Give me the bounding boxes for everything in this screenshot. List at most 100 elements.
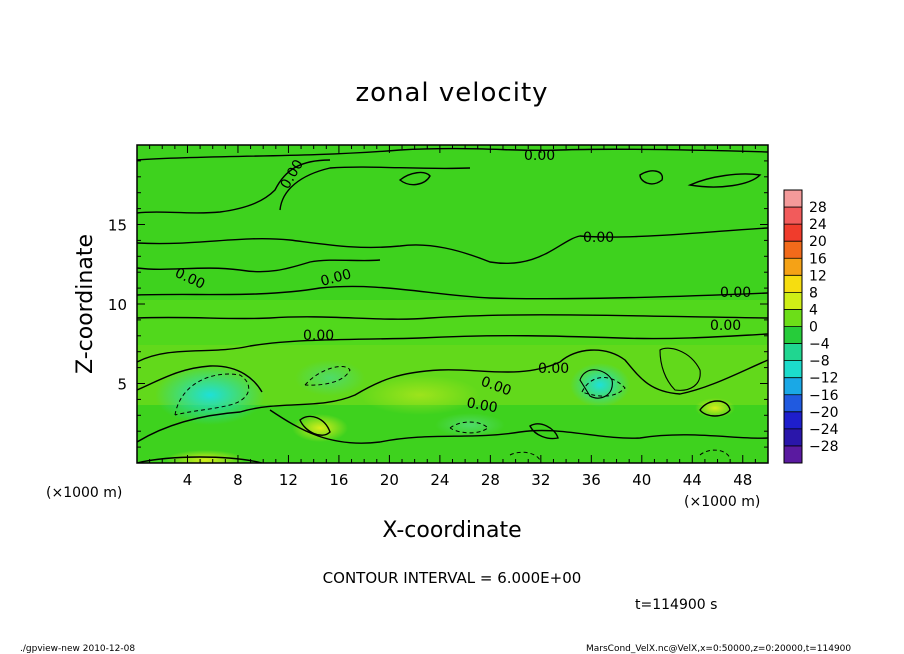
colorbar-swatch bbox=[784, 360, 802, 378]
warm-region bbox=[165, 450, 245, 463]
contour-line bbox=[687, 173, 762, 188]
chart-title: zonal velocity bbox=[355, 78, 549, 108]
colorbar-tick-label: 8 bbox=[809, 285, 818, 301]
colorbar-tick-label: 0 bbox=[809, 320, 818, 336]
cold-region bbox=[155, 365, 265, 425]
colorbar-swatch bbox=[784, 343, 802, 361]
negative-contour bbox=[699, 449, 731, 459]
contour-line bbox=[659, 347, 701, 391]
contour-label: 0.00 bbox=[710, 318, 741, 334]
contour-line bbox=[699, 400, 731, 417]
colorbar-swatch bbox=[784, 326, 802, 344]
x-tick-label: 16 bbox=[329, 471, 348, 489]
contour-line bbox=[579, 369, 613, 399]
colorbar-tick-label: −8 bbox=[809, 354, 830, 370]
warm-region bbox=[360, 375, 480, 415]
contour-label: 0.00 bbox=[465, 395, 498, 416]
colorbar-tick-label: −12 bbox=[809, 371, 839, 387]
colorbar-swatch bbox=[784, 241, 802, 259]
colorbar-tick-label: 28 bbox=[809, 200, 827, 216]
cold-region bbox=[570, 363, 630, 407]
y-tick-label: 15 bbox=[108, 217, 127, 235]
colorbar-tick-label: 20 bbox=[809, 234, 827, 250]
negative-contours bbox=[174, 366, 731, 461]
cold-region bbox=[435, 413, 505, 437]
x-tick-label: 4 bbox=[183, 471, 193, 489]
contour-line bbox=[137, 314, 768, 320]
contour-label: 0.00 bbox=[583, 230, 614, 246]
contour-line bbox=[137, 361, 561, 443]
contour-line bbox=[137, 147, 768, 161]
colorbar-swatch bbox=[784, 377, 802, 396]
cold-region bbox=[295, 360, 365, 396]
x-tick-label: 32 bbox=[531, 471, 550, 489]
colorbar-tick-label: 16 bbox=[809, 251, 827, 267]
contour-line bbox=[137, 227, 768, 264]
colorbar-swatch bbox=[784, 292, 802, 310]
colorbar-swatch bbox=[784, 190, 802, 208]
contour-line bbox=[299, 415, 331, 436]
x-tick-label: 44 bbox=[683, 471, 702, 489]
contour-labels: 0.000.000.00 0.000.000.000.000.000.000.00… bbox=[172, 148, 751, 416]
negative-contour bbox=[509, 451, 541, 461]
y-tick-label: 5 bbox=[117, 376, 127, 394]
time-label: t=114900 s bbox=[635, 597, 717, 613]
contour-interval-text: CONTOUR INTERVAL = 6.000E+00 bbox=[323, 569, 582, 587]
colorbar-swatch bbox=[784, 411, 802, 430]
contour-line bbox=[137, 159, 331, 214]
x-axis-label: X-coordinate bbox=[382, 518, 521, 543]
colorbar-tick-label: 12 bbox=[809, 268, 827, 284]
contour-lines bbox=[137, 147, 768, 463]
colorbar-tick-label: 24 bbox=[809, 217, 827, 233]
contour-line bbox=[137, 285, 768, 300]
y-axis-unit: (×1000 m) bbox=[46, 485, 122, 501]
colorbar-swatch bbox=[784, 445, 802, 464]
colorbar-tick-label: −20 bbox=[809, 405, 839, 421]
negative-contour bbox=[174, 373, 250, 416]
colorbar-tick-label: −24 bbox=[809, 422, 839, 438]
contour-line bbox=[279, 166, 471, 211]
footer-left: ./gpview-new 2010-12-08 bbox=[20, 644, 135, 654]
y-axis-label: Z-coordinate bbox=[73, 234, 98, 374]
colorbar-swatch bbox=[784, 207, 802, 225]
contour-line bbox=[529, 423, 559, 440]
y-tick-label: 10 bbox=[108, 296, 127, 314]
x-tick-label: 20 bbox=[380, 471, 399, 489]
contour-line bbox=[559, 349, 768, 395]
x-tick-label: 40 bbox=[632, 471, 651, 489]
contour-line bbox=[639, 170, 664, 185]
contour-line bbox=[137, 333, 768, 363]
contour-label: 0.00 bbox=[303, 328, 334, 344]
x-tick-label: 28 bbox=[481, 471, 500, 489]
colorbar-tick-label: 4 bbox=[809, 302, 818, 318]
warm-region bbox=[292, 414, 348, 442]
y-axis-ticks: 5 10 15 bbox=[108, 144, 768, 464]
colorbar-swatch bbox=[784, 258, 802, 276]
colorbar-swatch bbox=[784, 309, 802, 327]
contour-label: 0.00 bbox=[720, 285, 751, 301]
contour-line bbox=[398, 171, 431, 186]
footer-right: MarsCond_VelX.nc@VelX,x=0:50000,z=0:2000… bbox=[586, 644, 851, 654]
x-tick-label: 12 bbox=[279, 471, 298, 489]
x-tick-label: 36 bbox=[582, 471, 601, 489]
contour-label: 0.00 bbox=[319, 266, 353, 290]
negative-contour bbox=[581, 377, 626, 397]
contour-line bbox=[137, 259, 381, 273]
x-tick-label: 8 bbox=[233, 471, 243, 489]
colorbar-swatch bbox=[784, 394, 802, 413]
contour-label: 0.00 bbox=[524, 148, 555, 164]
colorbar-tick-label: −28 bbox=[809, 439, 839, 455]
colorbar-tick-label: −16 bbox=[809, 388, 839, 404]
x-tick-label: 24 bbox=[430, 471, 449, 489]
contour-line bbox=[269, 409, 768, 444]
colorbar-swatch bbox=[784, 224, 802, 242]
colorbar-swatch bbox=[784, 275, 802, 293]
colorbar-tick-label: −4 bbox=[809, 337, 830, 353]
x-axis-unit: (×1000 m) bbox=[684, 494, 760, 510]
negative-contour bbox=[304, 366, 351, 386]
x-tick-label: 48 bbox=[733, 471, 752, 489]
x-axis-ticks: 4 8 12 16 20 24 28 32 36 40 44 48 bbox=[136, 145, 769, 489]
colorbar-swatch bbox=[784, 428, 802, 447]
